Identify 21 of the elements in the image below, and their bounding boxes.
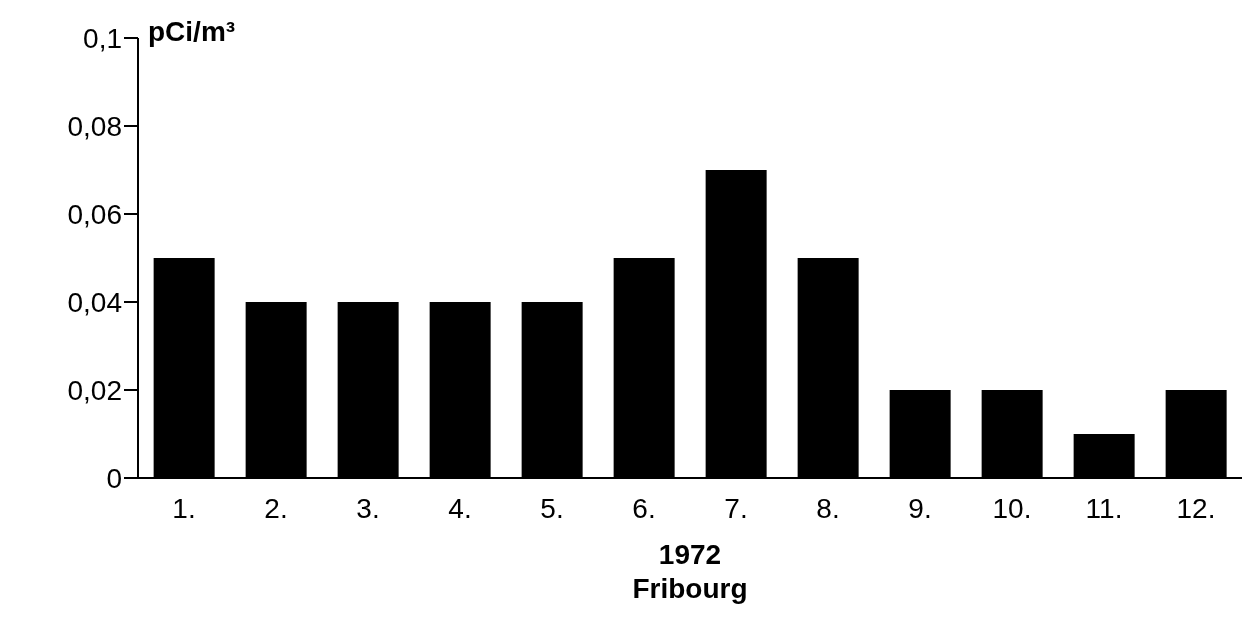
x-tick-label: 5.	[540, 492, 564, 524]
y-axis-title: pCi/m³	[148, 16, 236, 48]
x-tick-label: 2.	[264, 492, 288, 524]
x-tick-label: 11.	[1085, 492, 1123, 524]
x-tick-label: 9.	[908, 492, 932, 524]
x-tick-label: 7.	[724, 492, 748, 524]
x-tick-label: 10.	[992, 492, 1032, 524]
x-axis-title: 1972	[657, 538, 723, 572]
x-tick-label: 8.	[816, 492, 840, 524]
y-tick-label: 0,1	[83, 22, 122, 54]
y-tick-label: 0,02	[67, 374, 122, 406]
y-tick-label: 0	[106, 462, 122, 494]
x-tick-label: 4.	[448, 492, 472, 524]
y-tick-label: 0,06	[67, 198, 122, 230]
x-tick-label: 3.	[356, 492, 380, 524]
y-tick-label: 0,08	[67, 110, 122, 142]
text: Fribourg	[631, 572, 749, 606]
x-tick-label: 1.	[172, 492, 196, 524]
y-tick-label: 0,04	[67, 286, 122, 318]
x-tick-label: 6.	[632, 492, 656, 524]
x-tick-label: 12.	[1176, 492, 1216, 524]
